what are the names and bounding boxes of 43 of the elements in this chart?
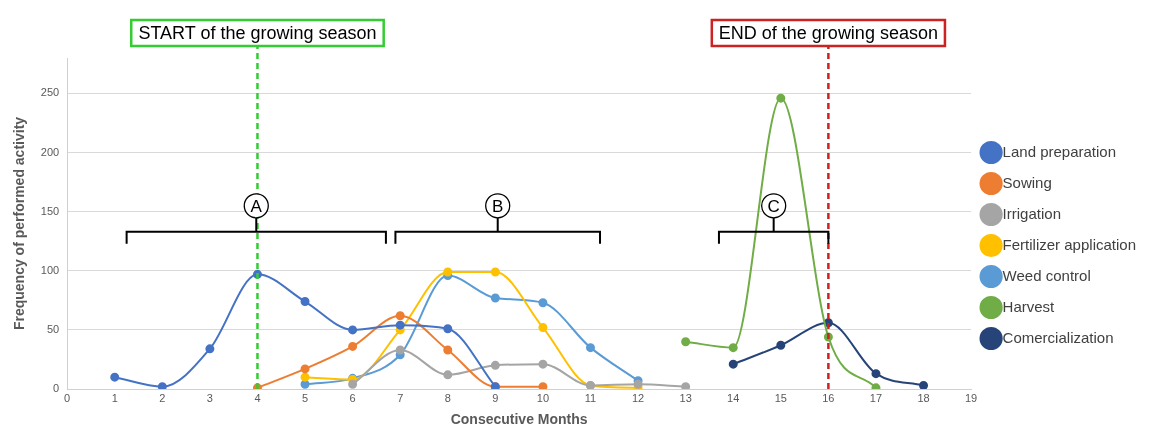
- x-tick-label: 8: [444, 391, 451, 404]
- x-tick-label: 19: [964, 391, 978, 404]
- y-axis-title: Frequency of performed activity: [11, 116, 28, 331]
- y-tick-label: 100: [40, 263, 60, 276]
- x-tick-label: 11: [584, 391, 597, 404]
- legend-label: Sowing: [1002, 173, 1052, 191]
- x-tick-label: 15: [774, 391, 787, 404]
- legend-label: Comercialization: [1002, 328, 1114, 346]
- x-tick-label: 12: [631, 391, 645, 404]
- y-tick-label: 250: [40, 86, 60, 99]
- circled-letter: B: [485, 193, 511, 219]
- x-tick-label: 7: [397, 391, 404, 404]
- x-tick-label: 2: [159, 391, 166, 404]
- legend-label: Land preparation: [1002, 142, 1117, 160]
- x-axis-title: Consecutive Months: [450, 411, 588, 428]
- legend-label: Weed control: [1002, 266, 1091, 284]
- annotation: B: [492, 196, 504, 216]
- ref-line-label: END of the growing season: [718, 22, 938, 43]
- x-tick-label: 0: [64, 391, 71, 404]
- circled-letter: A: [243, 193, 269, 219]
- y-tick-label: 150: [40, 204, 60, 217]
- x-tick-label: 16: [822, 391, 835, 404]
- legend-label: Harvest: [1002, 297, 1056, 315]
- x-tick-label: 5: [301, 391, 309, 404]
- x-tick-label: 17: [869, 391, 883, 404]
- x-tick-label: 9: [492, 391, 499, 404]
- legend-label: Fertilizer application: [1002, 235, 1136, 253]
- y-tick-label: 200: [40, 145, 60, 158]
- x-tick-label: 3: [206, 391, 213, 404]
- x-tick-label: 1: [111, 391, 118, 404]
- annotation: C: [767, 196, 780, 216]
- x-tick-label: 10: [536, 391, 550, 404]
- x-tick-label: 13: [679, 391, 692, 404]
- annotation: A: [250, 196, 263, 216]
- circled-letter: C: [761, 193, 787, 219]
- x-tick-label: 18: [917, 391, 930, 404]
- x-tick-label: 14: [727, 391, 740, 404]
- x-tick-label: 4: [254, 391, 261, 404]
- x-tick-label: 6: [349, 391, 356, 404]
- legend-label: Irrigation: [1002, 204, 1061, 222]
- y-tick-label: 0: [53, 382, 60, 395]
- ref-line-label: START of the growing season: [138, 22, 377, 43]
- y-tick-label: 50: [46, 322, 60, 335]
